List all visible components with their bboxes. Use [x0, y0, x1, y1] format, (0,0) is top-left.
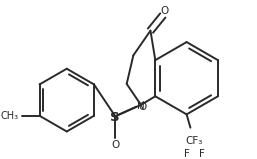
Text: N: N — [137, 101, 145, 111]
Text: O: O — [161, 6, 169, 16]
Text: S: S — [111, 111, 120, 124]
Text: CF₃: CF₃ — [186, 136, 203, 146]
Text: O: O — [111, 140, 120, 150]
Text: CH₃: CH₃ — [1, 111, 19, 121]
Text: F: F — [199, 149, 205, 159]
Text: O: O — [139, 102, 147, 112]
Text: F: F — [184, 149, 190, 159]
